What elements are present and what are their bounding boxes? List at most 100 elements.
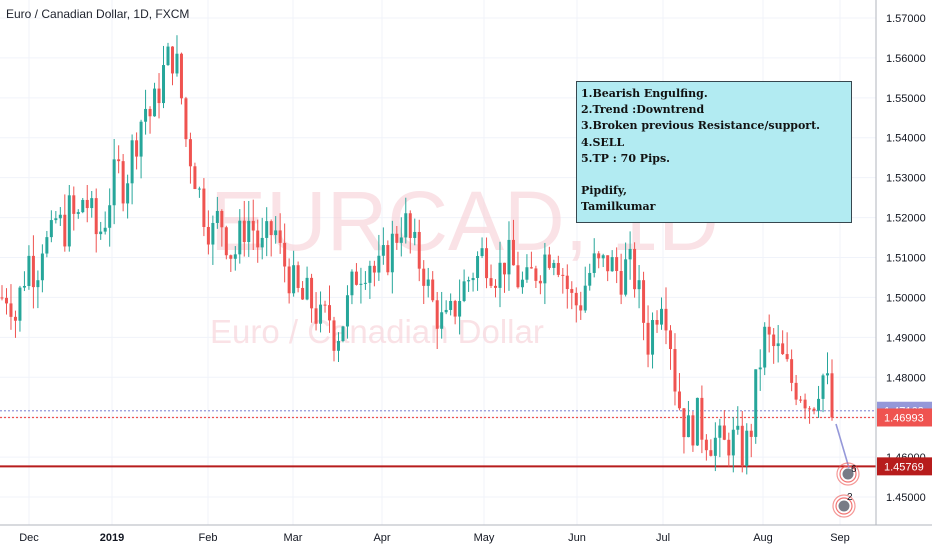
candle[interactable] [390,220,394,294]
candle[interactable] [54,211,58,224]
candle[interactable] [749,423,753,458]
candle[interactable] [260,217,264,260]
candle[interactable] [570,281,574,310]
candle[interactable] [63,194,67,252]
candle[interactable] [399,217,403,257]
candle[interactable] [404,197,408,244]
candle[interactable] [682,408,686,454]
candle[interactable] [691,411,695,452]
candle[interactable] [215,196,219,229]
candle[interactable] [229,254,233,272]
candle[interactable] [292,250,296,297]
candle[interactable] [422,260,426,305]
candle[interactable] [606,255,610,282]
candle[interactable] [67,184,71,252]
candle[interactable] [184,96,188,147]
candle[interactable] [278,213,282,254]
candle[interactable] [175,35,179,77]
candle[interactable] [135,132,139,170]
candle[interactable] [440,291,444,339]
candle[interactable] [552,259,556,276]
candle[interactable] [148,106,152,134]
candle[interactable] [359,267,363,304]
candle[interactable] [740,411,744,473]
candle[interactable] [426,267,430,298]
candle[interactable] [821,373,825,413]
candle[interactable] [81,197,85,214]
candle[interactable] [583,266,587,313]
candle[interactable] [579,291,583,320]
candle[interactable] [211,215,215,265]
candle[interactable] [157,73,161,119]
candle[interactable] [372,260,376,287]
candle[interactable] [588,263,592,291]
candle[interactable] [785,332,789,362]
candle[interactable] [772,328,776,364]
candle[interactable] [49,210,53,243]
candle[interactable] [502,262,506,293]
candle[interactable] [431,271,435,303]
candle[interactable] [233,246,237,271]
candle[interactable] [305,266,309,301]
candle[interactable] [713,422,717,472]
candle[interactable] [619,253,623,305]
candle[interactable] [534,265,538,289]
candle[interactable] [597,251,601,269]
candle[interactable] [507,221,511,291]
candle[interactable] [170,46,174,86]
candle[interactable] [4,288,8,315]
candle[interactable] [103,211,107,235]
candle[interactable] [94,188,98,253]
candle[interactable] [565,264,569,309]
candle[interactable] [574,287,578,323]
candle[interactable] [269,219,273,257]
candle[interactable] [283,223,287,283]
candle[interactable] [651,312,655,369]
candle[interactable] [45,230,49,258]
candle[interactable] [660,297,664,330]
candle[interactable] [471,272,475,292]
candle[interactable] [274,216,278,244]
candle[interactable] [18,285,22,332]
candle[interactable] [601,253,605,268]
candle[interactable] [686,400,690,438]
candle[interactable] [179,52,183,105]
candle[interactable] [99,221,103,240]
candle[interactable] [458,279,462,335]
candle[interactable] [494,279,498,298]
candle[interactable] [485,237,489,289]
candle[interactable] [556,255,560,278]
candle[interactable] [345,285,349,339]
candle[interactable] [162,45,166,109]
candle[interactable] [646,305,650,368]
candle[interactable] [529,251,533,269]
candle[interactable] [381,227,385,265]
candle[interactable] [13,310,17,338]
candle[interactable] [27,245,31,290]
candle[interactable] [758,349,762,391]
candle[interactable] [354,263,358,286]
candle[interactable] [386,240,390,276]
candle[interactable] [408,210,412,254]
candle[interactable] [776,325,780,363]
candle[interactable] [395,225,399,250]
candle[interactable] [9,284,13,330]
candle[interactable] [153,82,157,117]
candle[interactable] [655,310,659,333]
candle[interactable] [22,271,26,292]
candle[interactable] [767,314,771,353]
candle[interactable] [256,219,260,263]
candle[interactable] [121,154,125,212]
candle[interactable] [332,316,336,362]
candle[interactable] [301,281,305,300]
candle[interactable] [188,132,192,184]
candle[interactable] [480,237,484,259]
candle[interactable] [117,145,121,174]
candle[interactable] [718,418,722,458]
candle[interactable] [238,209,242,264]
candle[interactable] [830,359,834,421]
candle[interactable] [0,285,4,301]
candle[interactable] [193,162,197,190]
candle[interactable] [287,258,291,304]
